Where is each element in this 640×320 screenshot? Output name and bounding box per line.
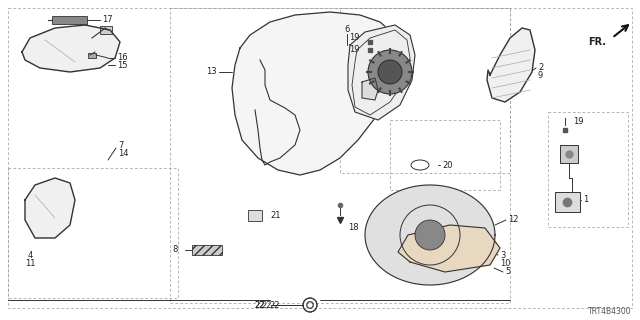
Text: 17: 17 xyxy=(102,15,113,25)
Polygon shape xyxy=(348,25,415,120)
Bar xyxy=(170,8,510,303)
Text: 16: 16 xyxy=(117,53,127,62)
Text: 19: 19 xyxy=(349,45,360,54)
Polygon shape xyxy=(487,28,535,102)
Text: 10: 10 xyxy=(500,259,511,268)
Text: 20: 20 xyxy=(442,161,452,170)
Text: 1: 1 xyxy=(583,196,588,204)
Text: 22: 22 xyxy=(255,300,265,309)
Bar xyxy=(548,112,628,227)
Text: 9: 9 xyxy=(538,71,543,81)
Bar xyxy=(560,145,578,163)
Polygon shape xyxy=(362,78,378,100)
Polygon shape xyxy=(25,178,75,238)
Text: 6: 6 xyxy=(344,26,349,35)
Polygon shape xyxy=(22,25,120,72)
Bar xyxy=(390,120,500,190)
Text: 2: 2 xyxy=(538,63,543,73)
Text: 19: 19 xyxy=(349,34,360,43)
Text: 12: 12 xyxy=(508,215,518,225)
Text: TRT4B4300: TRT4B4300 xyxy=(588,308,632,316)
Text: 14: 14 xyxy=(118,148,129,157)
Text: 4: 4 xyxy=(28,251,33,260)
Polygon shape xyxy=(398,225,500,272)
Bar xyxy=(248,210,262,221)
Text: 22: 22 xyxy=(255,300,265,309)
Bar xyxy=(52,16,87,24)
Text: 22: 22 xyxy=(269,300,280,309)
Text: 5: 5 xyxy=(505,268,510,276)
Text: 8: 8 xyxy=(173,245,178,254)
Circle shape xyxy=(378,60,402,84)
Bar xyxy=(340,8,510,173)
Text: 7: 7 xyxy=(118,140,124,149)
Text: 3: 3 xyxy=(500,251,506,260)
Circle shape xyxy=(368,50,412,94)
Text: 19: 19 xyxy=(573,117,584,126)
Bar xyxy=(88,53,96,58)
Polygon shape xyxy=(365,185,495,285)
Bar xyxy=(487,72,492,80)
Bar xyxy=(8,168,178,298)
Circle shape xyxy=(415,220,445,250)
Bar xyxy=(555,192,580,212)
Text: 11: 11 xyxy=(25,259,35,268)
Text: 18: 18 xyxy=(348,223,358,233)
Text: 22—: 22— xyxy=(261,300,280,309)
Text: 15: 15 xyxy=(117,60,127,69)
Bar xyxy=(100,26,112,34)
Bar xyxy=(192,245,222,255)
Polygon shape xyxy=(232,12,400,175)
Text: FR.: FR. xyxy=(588,37,606,47)
Text: 21: 21 xyxy=(270,211,280,220)
Text: 13: 13 xyxy=(206,68,217,76)
